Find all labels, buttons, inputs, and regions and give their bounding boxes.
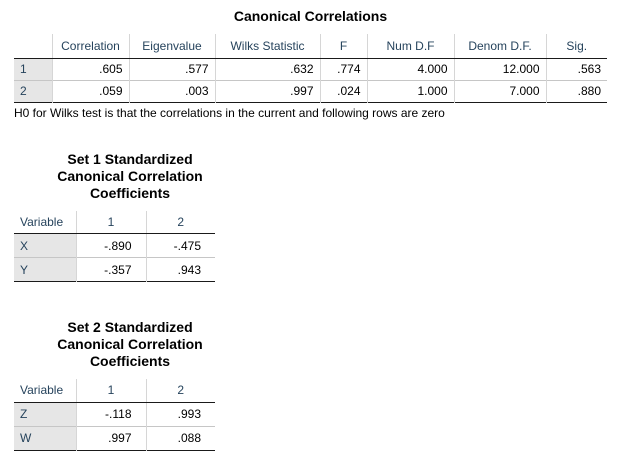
cell-coef-1: -.890 — [75, 233, 146, 258]
canonical-correlations-table: Correlation Eigenvalue Wilks Statistic F… — [14, 34, 607, 103]
cell-f: .024 — [319, 80, 367, 102]
table-row: X -.890 -.475 — [14, 233, 215, 258]
column-header-1: 1 — [75, 379, 146, 403]
cell-wilks-statistic: .632 — [214, 58, 320, 80]
table-row: Z -.118 .993 — [14, 402, 215, 426]
cell-correlation: .059 — [51, 80, 129, 102]
cell-coef-1: -.357 — [75, 257, 146, 282]
title-line: Coefficients — [89, 184, 171, 201]
title-line: Set 1 Standardized — [67, 150, 193, 167]
cell-num-df: 4.000 — [366, 58, 454, 80]
column-header-2: 2 — [145, 210, 215, 234]
cell-sig: .563 — [545, 58, 607, 80]
set1-coefficients-title: Set 1 Standardized Canonical Correlation… — [14, 151, 246, 202]
cell-coef-2: .993 — [145, 402, 215, 426]
column-header-2: 2 — [145, 379, 215, 403]
canonical-correlations-section: Canonical Correlations Correlation Eigen… — [14, 8, 620, 120]
cell-eigenvalue: .577 — [128, 58, 215, 80]
column-header-f: F — [319, 34, 367, 59]
cell-coef-1: -.118 — [75, 402, 146, 426]
set1-coefficients-section: Set 1 Standardized Canonical Correlation… — [14, 151, 620, 283]
cell-denom-df: 7.000 — [453, 80, 546, 102]
set2-coefficients-section: Set 2 Standardized Canonical Correlation… — [14, 319, 620, 451]
cell-wilks-statistic: .997 — [214, 80, 320, 102]
column-header-variable: Variable — [14, 210, 76, 234]
canonical-correlations-title: Canonical Correlations — [233, 8, 388, 24]
title-line: Set 2 Standardized — [67, 319, 193, 335]
cell-f: .774 — [319, 58, 367, 80]
cell-sig: .880 — [545, 80, 607, 102]
title-line: Coefficients — [89, 353, 171, 369]
set2-coefficients-table: Variable 1 2 Z -.118 .993 W .997 .088 — [14, 379, 215, 451]
cell-coef-2: .943 — [145, 257, 215, 282]
table-row: 2 .059 .003 .997 .024 1.000 7.000 .880 — [14, 80, 607, 102]
row-label: X — [14, 233, 76, 258]
row-label: Z — [14, 402, 76, 426]
column-header-num-df: Num D.F — [366, 34, 454, 59]
title-line: Canonical Correlation — [57, 167, 203, 184]
row-label: Y — [14, 257, 76, 282]
column-header-correlation: Correlation — [51, 34, 129, 59]
cell-denom-df: 12.000 — [453, 58, 546, 80]
table-row: W .997 .088 — [14, 426, 215, 450]
column-header-eigenvalue: Eigenvalue — [128, 34, 215, 59]
column-header-corner — [14, 34, 52, 59]
cell-coef-1: .997 — [75, 426, 146, 450]
header-row: Correlation Eigenvalue Wilks Statistic F… — [14, 34, 607, 59]
wilks-test-footnote: H0 for Wilks test is that the correlatio… — [14, 105, 445, 120]
table-row: Y -.357 .943 — [14, 257, 215, 282]
row-label: 1 — [14, 58, 52, 80]
header-row: Variable 1 2 — [14, 379, 215, 403]
column-header-denom-df: Denom D.F. — [453, 34, 546, 59]
set2-coefficients-title: Set 2 Standardized Canonical Correlation… — [14, 319, 246, 370]
header-row: Variable 1 2 — [14, 210, 215, 234]
cell-eigenvalue: .003 — [128, 80, 215, 102]
table-row: 1 .605 .577 .632 .774 4.000 12.000 .563 — [14, 58, 607, 80]
column-header-wilks-statistic: Wilks Statistic — [214, 34, 320, 59]
cell-num-df: 1.000 — [366, 80, 454, 102]
column-header-variable: Variable — [14, 379, 76, 403]
row-label: W — [14, 426, 76, 450]
cell-correlation: .605 — [51, 58, 129, 80]
set1-coefficients-table: Variable 1 2 X -.890 -.475 Y -.357 .943 — [14, 210, 215, 283]
column-header-1: 1 — [75, 210, 146, 234]
cell-coef-2: .088 — [145, 426, 215, 450]
row-label: 2 — [14, 80, 52, 102]
title-line: Canonical Correlation — [57, 336, 203, 352]
column-header-sig: Sig. — [545, 34, 607, 59]
cell-coef-2: -.475 — [145, 233, 215, 258]
